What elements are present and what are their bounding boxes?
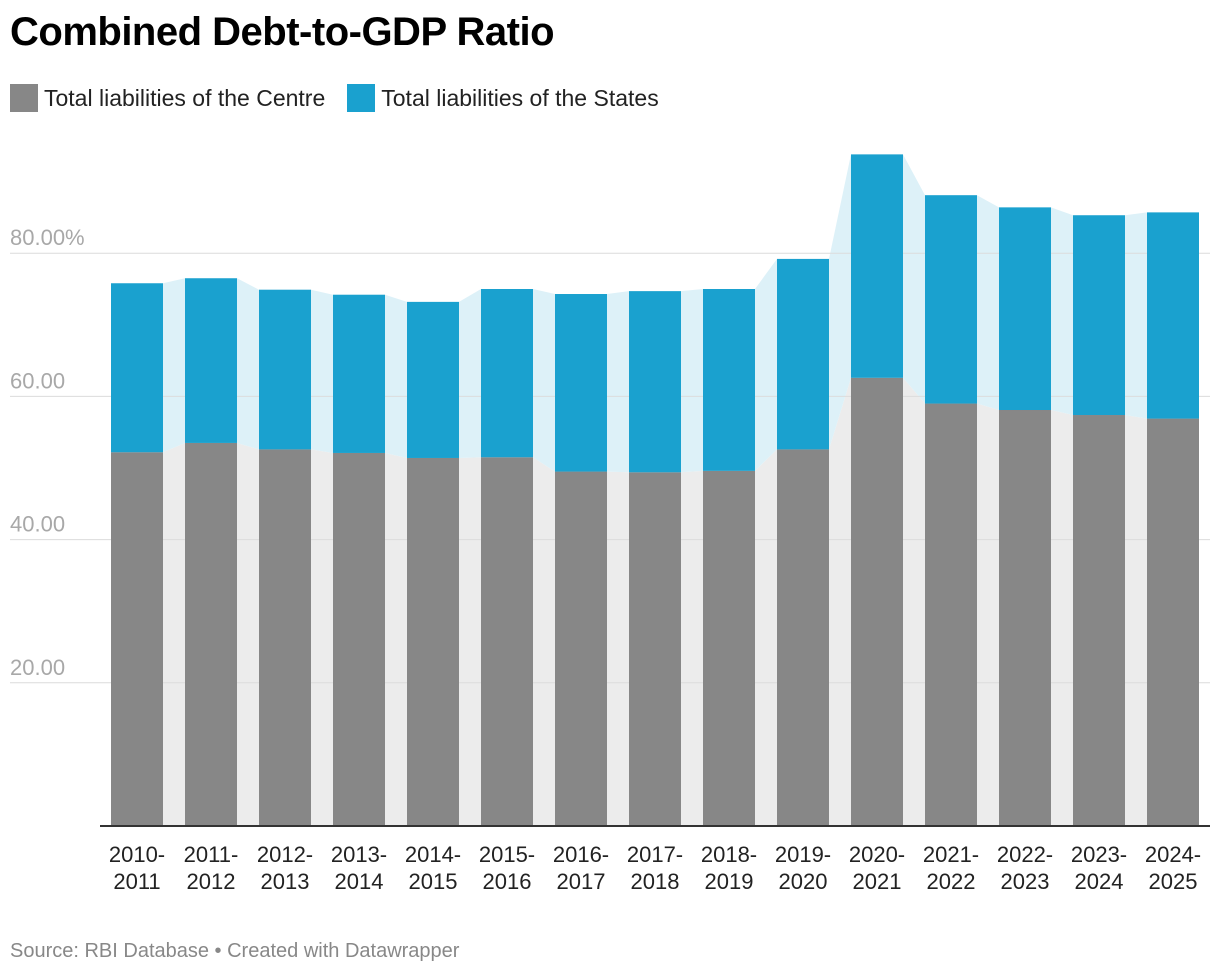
x-tick-label: 2020- [849,842,905,867]
bar-states [555,294,607,472]
x-tick-label: 2019 [705,869,754,894]
x-tick-label: 2022 [927,869,976,894]
x-tick-label: 2023- [1071,842,1127,867]
x-tick-label: 2023 [1001,869,1050,894]
bar-states [703,289,755,471]
bar-centre [999,410,1051,826]
x-tick-label: 2022- [997,842,1053,867]
x-tick-label: 2024 [1075,869,1124,894]
x-tick-label: 2025 [1149,869,1198,894]
bar-centre [1147,418,1199,826]
bar-states [407,301,459,458]
x-tick-label: 2017- [627,842,683,867]
y-tick-label: 40.00 [10,512,65,537]
x-tick-label: 2016- [553,842,609,867]
chart-title: Combined Debt-to-GDP Ratio [10,10,555,54]
legend-label-states: Total liabilities of the States [381,84,659,111]
bar-states [999,207,1051,411]
bar-states [1147,212,1199,419]
x-tick-label: 2015 [409,869,458,894]
bar-centre [851,377,903,826]
x-tick-label: 2024- [1145,842,1201,867]
x-tick-label: 2017 [557,869,606,894]
bar-states [481,289,533,458]
bar-centre [111,452,163,826]
bar-states [629,291,681,473]
bar-centre [333,452,385,826]
bar-centre [1073,415,1125,826]
x-tick-label: 2013- [331,842,387,867]
x-tick-label: 2011- [184,842,239,867]
legend-swatch-centre [10,84,38,112]
bar-centre [777,449,829,826]
legend-label-centre: Total liabilities of the Centre [44,84,326,111]
bar-centre [629,472,681,826]
legend-item-states: Total liabilities of the States [347,84,659,112]
x-tick-label: 2016 [483,869,532,894]
bar-states [777,258,829,450]
bar-states [111,283,163,453]
legend: Total liabilities of the Centre Total li… [10,84,681,112]
bar-centre [259,449,311,826]
bar-centre [703,470,755,826]
bar-states [333,294,385,453]
source-footer: Source: RBI Database • Created with Data… [10,940,460,962]
bar-centre [185,442,237,826]
x-tick-label: 2013 [261,869,310,894]
bar-centre [925,403,977,826]
x-tick-label: 2021- [923,842,979,867]
bar-centre [481,457,533,826]
x-tick-label: 2010- [109,842,165,867]
x-tick-label: 2020 [779,869,828,894]
y-tick-label: 60.00 [10,368,65,393]
bar-states [259,289,311,450]
x-tick-label: 2018- [701,842,757,867]
x-tick-label: 2021 [853,869,902,894]
x-tick-label: 2012 [187,869,236,894]
legend-item-centre: Total liabilities of the Centre [10,84,325,112]
bar-states [185,278,237,443]
bar-states [1073,215,1125,416]
x-tick-label: 2012- [257,842,313,867]
y-tick-label: 80.00% [10,225,85,250]
legend-swatch-states [347,84,376,112]
y-tick-label: 20.00 [10,655,65,680]
x-tick-label: 2015- [479,842,535,867]
x-tick-label: 2014 [335,869,384,894]
bar-states [851,154,903,378]
x-tick-label: 2011 [113,869,160,894]
x-tick-label: 2019- [775,842,831,867]
x-tick-label: 2018 [631,869,680,894]
bar-centre [555,471,607,826]
x-tick-label: 2014- [405,842,461,867]
bar-states [925,195,977,404]
bar-centre [407,457,459,826]
